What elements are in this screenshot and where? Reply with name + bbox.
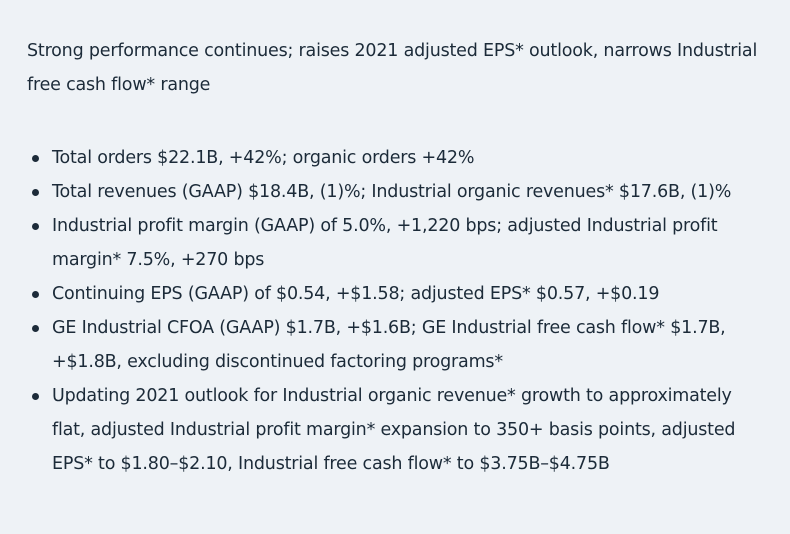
bullet-item: Updating 2021 outlook for Industrial org… <box>27 379 767 481</box>
bullet-item: Total revenues (GAAP) $18.4B, (1)%; Indu… <box>27 175 767 209</box>
bullet-item: Total orders $22.1B, +42%; organic order… <box>27 141 767 175</box>
bullet-item: Continuing EPS (GAAP) of $0.54, +$1.58; … <box>27 277 767 311</box>
bullet-item: GE Industrial CFOA (GAAP) $1.7B, +$1.6B;… <box>27 311 767 379</box>
headline: Strong performance continues; raises 202… <box>27 41 758 95</box>
bullet-item: Industrial profit margin (GAAP) of 5.0%,… <box>27 209 767 277</box>
highlights-list: Total orders $22.1B, +42%; organic order… <box>27 141 767 481</box>
